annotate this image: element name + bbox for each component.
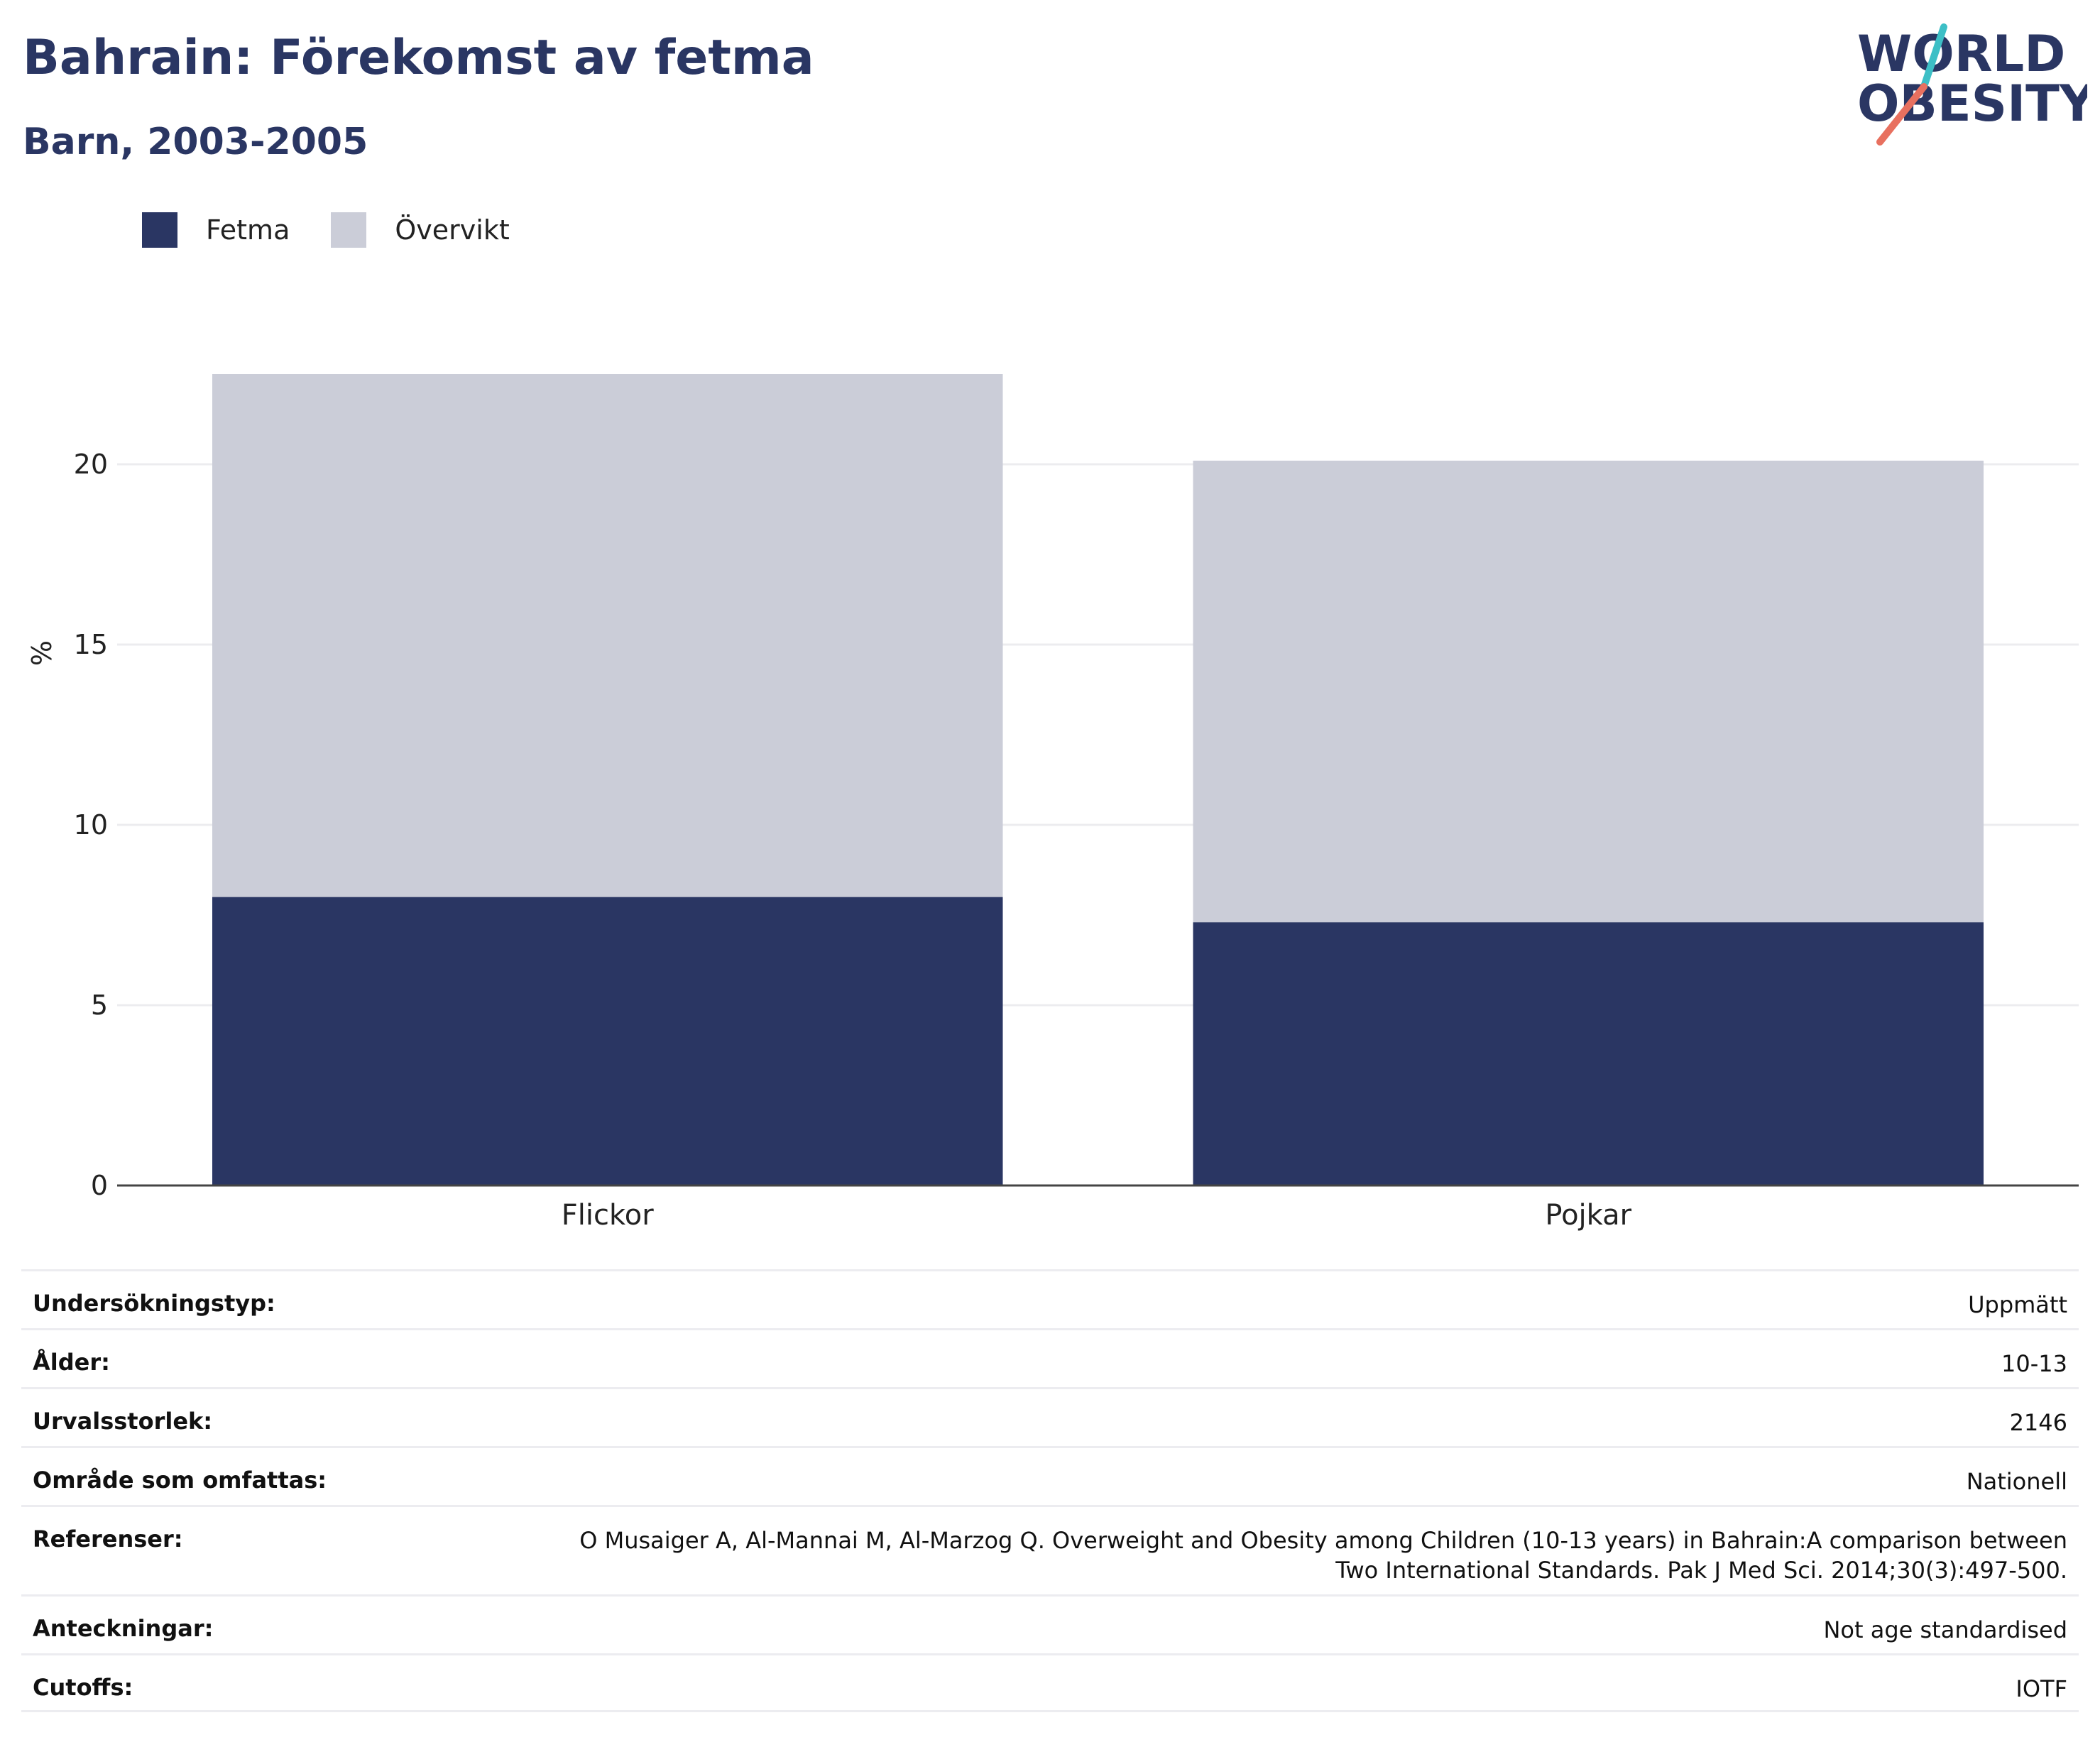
info-row: Undersökningstyp: Uppmätt <box>21 1269 2079 1328</box>
y-tick-label-0: 0 <box>91 1170 108 1201</box>
info-row-value: 2146 <box>2009 1409 2067 1436</box>
y-tick-label-15: 15 <box>74 629 108 660</box>
world-obesity-logo: WORLD OBESITY <box>1857 23 2087 146</box>
info-row-value: Not age standardised <box>1823 1616 2067 1643</box>
info-row: Område som omfattas: Nationell <box>21 1446 2079 1505</box>
info-row-value: O Musaiger A, Al-Mannai M, Al-Marzog Q. … <box>579 1527 2067 1584</box>
legend-item-fetma[interactable]: Fetma <box>142 212 290 248</box>
info-row: Anteckningar: Not age standardised <box>21 1594 2079 1653</box>
chart-title: Bahrain: Förekomst av fetma <box>23 30 814 86</box>
logo-line1: WORLD <box>1857 25 2065 83</box>
logo-slash-teal <box>1920 23 1947 90</box>
bar-fetma-pojkar[interactable] <box>1193 922 1984 1185</box>
y-tick-label-5: 5 <box>91 990 108 1021</box>
legend-swatch-fetma <box>142 212 177 248</box>
info-row-value: Uppmätt <box>1968 1291 2067 1318</box>
info-row-value: 10-13 <box>2001 1350 2067 1377</box>
info-row-key: Cutoffs: <box>33 1674 133 1701</box>
logo-slash-coral <box>1876 83 1927 146</box>
bar-chart: 0 5 10 15 20% Flickor Pojkar <box>26 374 2079 1232</box>
info-table: Undersökningstyp: Uppmätt Ålder: 10-13 Urval… <box>21 1269 2079 1712</box>
info-row-value: Nationell <box>1966 1468 2067 1495</box>
info-row-value: IOTF <box>2016 1675 2067 1702</box>
info-row-key: Undersökningstyp: <box>33 1290 275 1317</box>
y-tick-label-20: 20 <box>74 449 108 480</box>
info-row: Cutoffs: IOTF <box>21 1653 2079 1712</box>
bar--vervikt-pojkar[interactable] <box>1193 460 1984 923</box>
info-row: Ålder: 10-13 <box>21 1328 2079 1387</box>
y-axis-label: % <box>26 640 58 666</box>
info-row-key: Anteckningar: <box>33 1615 214 1642</box>
info-row-key: Urvalsstorlek: <box>33 1408 213 1435</box>
chart-subtitle: Barn, 2003-2005 <box>23 121 368 163</box>
y-tick-label-10: 10 <box>74 809 108 840</box>
legend-item-overvikt[interactable]: Övervikt <box>331 212 510 248</box>
legend-label-fetma: Fetma <box>206 214 290 246</box>
x-tick-label-pojkar: Pojkar <box>1545 1199 1631 1232</box>
info-row: Referenser: O Musaiger A, Al-Mannai M, Al… <box>21 1505 2079 1594</box>
info-row-key: Referenser: <box>33 1526 183 1552</box>
legend-label-overvikt: Övervikt <box>395 214 510 246</box>
x-tick-label-flickor: Flickor <box>562 1199 654 1232</box>
info-row-key: Område som omfattas: <box>33 1467 327 1494</box>
bar-fetma-flickor[interactable] <box>212 897 1003 1185</box>
legend: Fetma Övervikt <box>142 210 551 250</box>
info-row-key: Ålder: <box>33 1349 110 1376</box>
info-row: Urvalsstorlek: 2146 <box>21 1387 2079 1446</box>
legend-swatch-overvikt <box>331 212 367 248</box>
bar--vervikt-flickor[interactable] <box>212 374 1003 897</box>
